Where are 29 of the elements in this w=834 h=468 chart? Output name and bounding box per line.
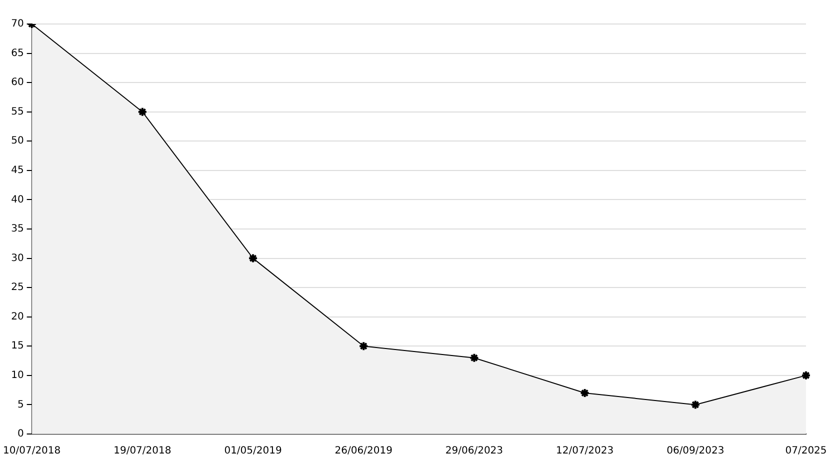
x-tick-label: 10/07/2018 (3, 446, 61, 457)
point (690, 400, 700, 410)
y-tick-label: 40 (11, 194, 24, 206)
y-tick-label: 30 (11, 252, 24, 264)
point (580, 388, 590, 398)
y-tick-label: 35 (11, 224, 24, 235)
y-tick-label: 5 (17, 399, 24, 410)
point (469, 352, 480, 363)
y-tick-label: 65 (11, 48, 24, 59)
y-tick-label: 20 (11, 311, 24, 322)
x-tick-label: 01/05/2019 (224, 446, 282, 457)
point (137, 106, 148, 117)
y-tick-label: 70 (11, 18, 24, 30)
x-tick-label: 12/07/2023 (556, 446, 614, 457)
x-tick-label: 29/06/2023 (445, 446, 504, 457)
point (358, 341, 369, 352)
x-tick-label: 07/2025 (785, 446, 827, 457)
y-tick-label: 25 (11, 282, 24, 294)
y-tick-label: 10 (11, 370, 24, 382)
x-tick-label: 19/07/2018 (114, 446, 172, 457)
y-tick-label: 55 (11, 106, 24, 118)
y-tick-label: 15 (11, 340, 24, 352)
x-tick-label: 26/06/2019 (334, 446, 392, 457)
y-tick-label: 50 (11, 136, 24, 147)
y-tick-label: 45 (11, 165, 24, 176)
point (248, 253, 258, 264)
x-tick-label: 06/09/2023 (666, 446, 724, 457)
y-tick-label: 60 (11, 77, 24, 88)
y-tick-label: 0 (17, 428, 24, 440)
